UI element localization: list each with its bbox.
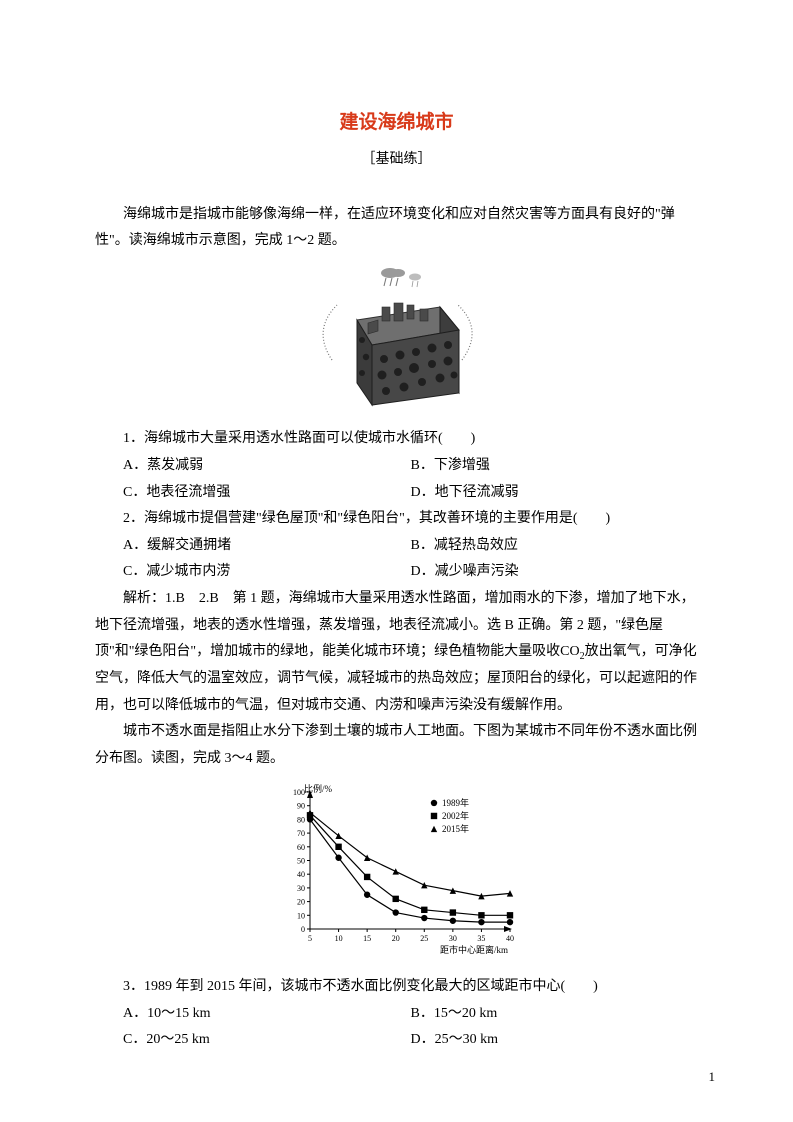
q1-stem: 1．海绵城市大量采用透水性路面可以使城市水循环( ) — [95, 426, 698, 453]
svg-text:0: 0 — [301, 925, 305, 934]
svg-text:90: 90 — [297, 802, 305, 811]
svg-text:50: 50 — [297, 857, 305, 866]
svg-text:10: 10 — [334, 934, 342, 943]
q3-opt-a: A．10～15 km — [123, 1001, 411, 1028]
svg-text:比例/%: 比例/% — [304, 783, 333, 794]
page-title: 建设海绵城市 — [95, 105, 698, 141]
figure-line-chart: 0102030405060708090100510152025303540比例/… — [95, 782, 698, 968]
q1-opt-c: C．地表径流增强 — [123, 480, 411, 507]
q2-opt-d: D．减少噪声污染 — [411, 559, 699, 586]
svg-text:15: 15 — [363, 934, 371, 943]
figure-sponge-cube — [95, 265, 698, 421]
svg-text:40: 40 — [297, 871, 305, 880]
subtitle: ［基础练］ — [95, 147, 698, 174]
q3-stem: 3．1989 年到 2015 年间，该城市不透水面比例变化最大的区域距市中心( … — [95, 974, 698, 1001]
svg-text:距市中心距离/km: 距市中心距离/km — [439, 944, 507, 955]
intro-1: 海绵城市是指城市能够像海绵一样，在适应环境变化和应对自然灾害等方面具有良好的"弹… — [95, 202, 698, 255]
q1-opt-a: A．蒸发减弱 — [123, 453, 411, 480]
q1-opt-d: D．地下径流减弱 — [411, 480, 699, 507]
svg-text:20: 20 — [297, 898, 305, 907]
q3-opt-d: D．25～30 km — [411, 1027, 699, 1054]
svg-text:5: 5 — [308, 934, 312, 943]
q2-stem: 2．海绵城市提倡营建"绿色屋顶"和"绿色阳台"，其改善环境的主要作用是( ) — [95, 506, 698, 533]
svg-text:2002年: 2002年 — [442, 810, 469, 821]
svg-text:10: 10 — [297, 912, 305, 921]
svg-text:80: 80 — [297, 816, 305, 825]
explain-12: 解析：1.B 2.B 第 1 题，海绵城市大量采用透水性路面，增加雨水的下渗，增… — [95, 586, 698, 719]
svg-text:35: 35 — [477, 934, 485, 943]
svg-text:20: 20 — [391, 934, 399, 943]
q2-opt-c: C．减少城市内涝 — [123, 559, 411, 586]
q1-opt-b: B．下渗增强 — [411, 453, 699, 480]
q3-opt-c: C．20～25 km — [123, 1027, 411, 1054]
intro-2: 城市不透水面是指阻止水分下渗到土壤的城市人工地面。下图为某城市不同年份不透水面比… — [95, 719, 698, 772]
svg-text:2015年: 2015年 — [442, 823, 469, 834]
svg-text:25: 25 — [420, 934, 428, 943]
q2-opt-b: B．减轻热岛效应 — [411, 533, 699, 560]
page-number: 1 — [709, 1065, 716, 1090]
svg-text:30: 30 — [448, 934, 456, 943]
svg-text:60: 60 — [297, 843, 305, 852]
svg-text:30: 30 — [297, 884, 305, 893]
q2-opt-a: A．缓解交通拥堵 — [123, 533, 411, 560]
svg-text:1989年: 1989年 — [442, 797, 469, 808]
q3-opt-b: B．15～20 km — [411, 1001, 699, 1028]
svg-text:70: 70 — [297, 829, 305, 838]
svg-text:40: 40 — [506, 934, 514, 943]
